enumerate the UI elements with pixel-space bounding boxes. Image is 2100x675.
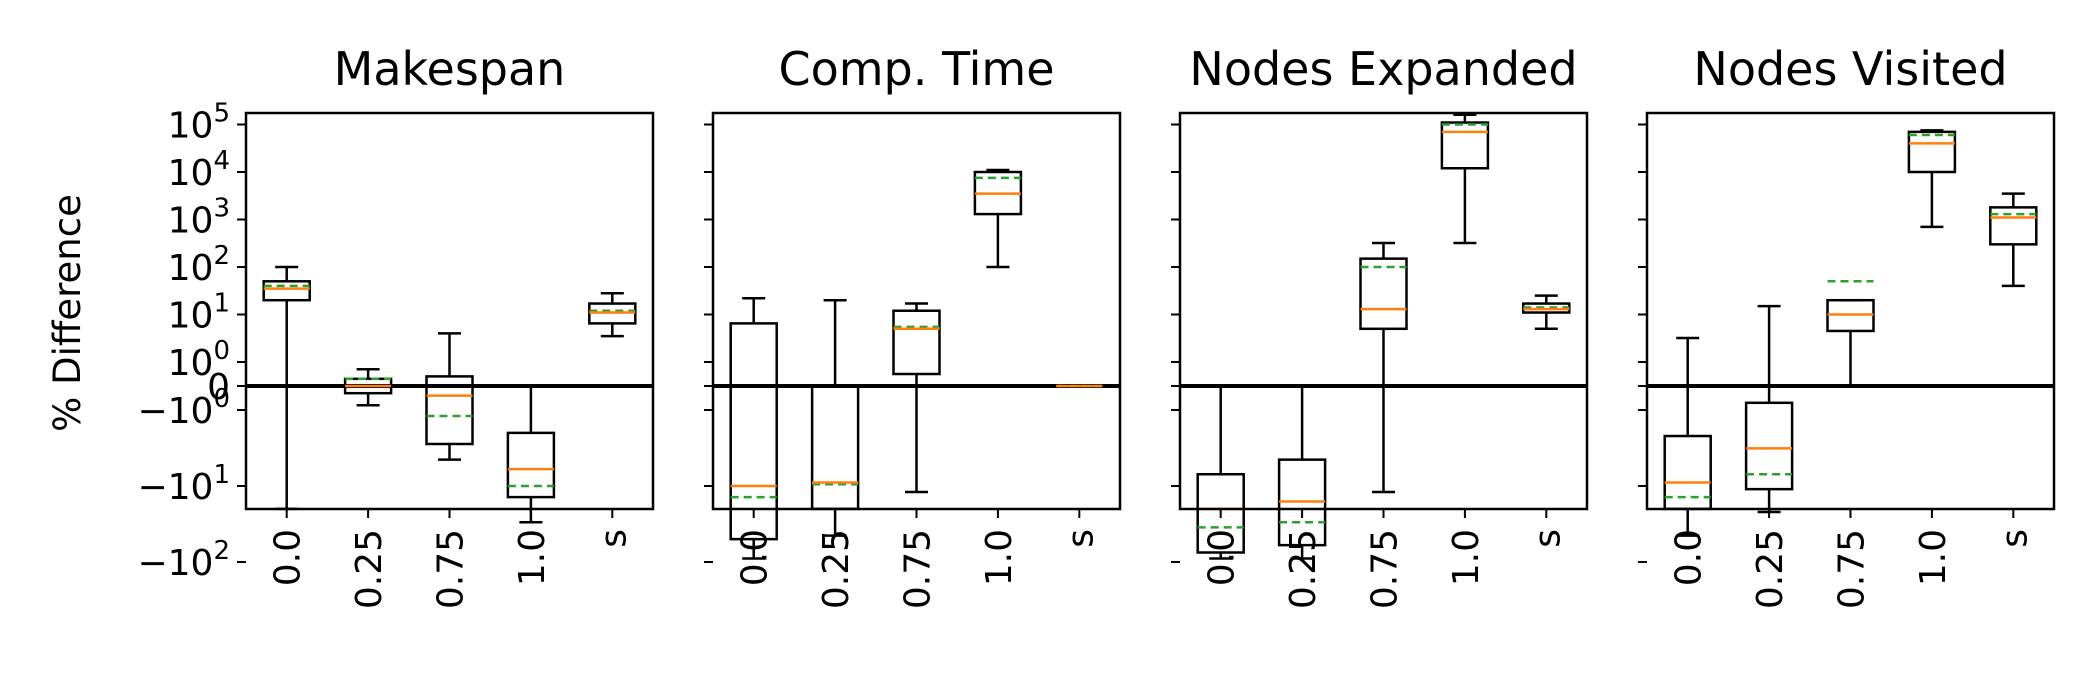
x-tick-label: 0.75 bbox=[1365, 529, 1406, 609]
x-tick-label: 0.75 bbox=[898, 529, 939, 609]
panel-title: Makespan bbox=[334, 42, 566, 96]
iqr-box bbox=[1744, 401, 1794, 491]
x-tick-label: 1.0 bbox=[1913, 529, 1954, 586]
box-0.0 bbox=[729, 296, 778, 560]
box-0.0 bbox=[1663, 336, 1712, 537]
x-tick-label: 0.0 bbox=[1669, 529, 1710, 586]
panel-3: Nodes Expanded 0.0 0.25 0.75 1.0 s bbox=[1171, 42, 1589, 609]
iqr-box bbox=[1989, 206, 2038, 246]
box-0.25 bbox=[1277, 384, 1327, 560]
y-tick-label: −101 bbox=[137, 460, 230, 508]
box-s bbox=[1989, 192, 2038, 288]
y-axis-label: % Difference bbox=[46, 194, 89, 432]
box-0.25 bbox=[1744, 304, 1794, 514]
y-tick-label: 105 bbox=[168, 99, 230, 147]
y-tick-label: 0 bbox=[207, 367, 230, 408]
iqr-box bbox=[425, 375, 474, 446]
x-tick-label: 1.0 bbox=[1446, 529, 1487, 586]
iqr-box bbox=[1196, 472, 1245, 554]
x-tick-label: 0.25 bbox=[349, 529, 390, 609]
box-0.75 bbox=[1826, 280, 1875, 388]
axes-frame bbox=[711, 111, 1122, 511]
iqr-box bbox=[892, 309, 941, 376]
iqr-box bbox=[1907, 130, 1957, 174]
panel-4: Nodes Visited 0.0 0.25 0.75 1.0 s bbox=[1638, 42, 2056, 609]
box-0.25 bbox=[810, 298, 860, 537]
box-1.0 bbox=[506, 384, 556, 524]
box-0.75 bbox=[425, 332, 474, 461]
x-tick-label: 1.0 bbox=[512, 529, 553, 586]
x-tick-label: 0.75 bbox=[1832, 529, 1873, 609]
y-tick-label: 104 bbox=[168, 146, 230, 194]
axes-frame bbox=[1178, 111, 1589, 511]
x-tick-label: 0.0 bbox=[268, 529, 309, 586]
box-s bbox=[588, 292, 637, 338]
y-tick-label: 101 bbox=[168, 289, 230, 337]
x-tick-label: 0.25 bbox=[1750, 529, 1791, 609]
iqr-box bbox=[262, 280, 311, 302]
x-tick-label: 1.0 bbox=[979, 529, 1020, 586]
box-1.0 bbox=[1907, 129, 1957, 229]
panel-2: Comp. Time 0.0 0.25 0.75 1.0 s bbox=[704, 42, 1122, 609]
axes-frame bbox=[1645, 111, 2056, 511]
y-tick-label: −102 bbox=[137, 536, 230, 584]
box-0.25 bbox=[343, 367, 393, 407]
iqr-box bbox=[729, 322, 778, 541]
box-1.0 bbox=[1440, 113, 1490, 245]
box-0.0 bbox=[262, 265, 311, 511]
panel-title: Nodes Expanded bbox=[1189, 42, 1577, 96]
x-tick-label: s bbox=[593, 529, 634, 548]
iqr-box bbox=[1440, 121, 1490, 170]
panel-title: Nodes Visited bbox=[1693, 42, 2007, 96]
x-tick-label: 0.75 bbox=[431, 529, 472, 609]
iqr-box bbox=[810, 384, 860, 511]
panel-title: Comp. Time bbox=[778, 42, 1054, 96]
y-tick-label: 103 bbox=[168, 194, 230, 242]
axes-frame bbox=[244, 111, 655, 511]
iqr-box bbox=[506, 431, 556, 499]
x-tick-label: 0.25 bbox=[816, 529, 857, 609]
y-tick-label: 102 bbox=[168, 241, 230, 289]
x-tick-label: 0.0 bbox=[1202, 529, 1243, 586]
box-0.75 bbox=[1359, 241, 1408, 494]
y-tick-label: −100 bbox=[137, 384, 230, 432]
box-1.0 bbox=[973, 168, 1023, 269]
iqr-box bbox=[1359, 257, 1408, 331]
x-tick-label: s bbox=[1994, 529, 2035, 548]
box-0.75 bbox=[892, 302, 941, 494]
x-tick-label: s bbox=[1060, 529, 1101, 548]
x-tick-label: s bbox=[1527, 529, 1568, 548]
y-tick-label: 100 bbox=[168, 336, 230, 384]
box-s bbox=[1522, 294, 1571, 331]
x-tick-label: 0.25 bbox=[1283, 529, 1324, 609]
x-tick-label: 0.0 bbox=[735, 529, 776, 586]
box-s bbox=[1055, 384, 1104, 388]
